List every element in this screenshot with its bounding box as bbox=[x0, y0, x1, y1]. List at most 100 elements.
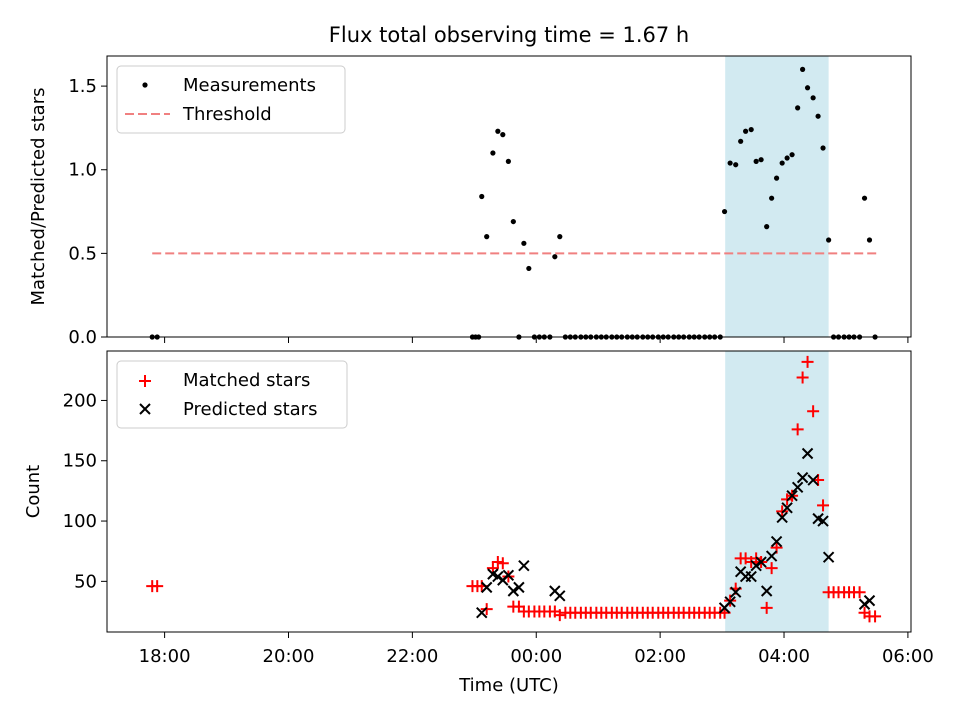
y-tick-label: 200 bbox=[63, 390, 97, 411]
legend-matched-label: Matched stars bbox=[183, 370, 310, 391]
predicted-star-point bbox=[745, 570, 757, 583]
measurement-point bbox=[733, 162, 739, 168]
y-tick-label: 0.0 bbox=[68, 327, 97, 348]
x-tick-label: 00:00 bbox=[510, 646, 562, 667]
x-axis-label: Time (UTC) bbox=[458, 675, 559, 696]
measurement-point bbox=[810, 95, 816, 101]
measurement-point bbox=[557, 234, 563, 240]
legend-predicted-marker bbox=[139, 403, 151, 415]
predicted-star-point bbox=[518, 559, 530, 572]
bottom-panel: 50 100 150 200 18:00 20:00 22:00 00:00 02:00 04:… bbox=[23, 350, 934, 696]
matched-star-point bbox=[765, 562, 778, 575]
predicted-star-point bbox=[796, 471, 809, 484]
y-tick-label: 1.0 bbox=[68, 160, 97, 181]
measurement-point bbox=[764, 224, 770, 230]
measurement-point bbox=[500, 132, 506, 138]
measurement-point bbox=[721, 208, 728, 215]
y-tick-label: 1.5 bbox=[68, 76, 97, 97]
predicted-star-point bbox=[513, 581, 525, 594]
matched-star-point bbox=[869, 610, 882, 623]
measurement-point bbox=[800, 66, 806, 72]
x-tick-label: 22:00 bbox=[386, 646, 438, 667]
predicted-star-point bbox=[476, 606, 488, 619]
legend-threshold-label: Threshold bbox=[182, 104, 272, 125]
matched-star-point bbox=[807, 405, 820, 418]
x-tick-label: 04:00 bbox=[758, 646, 810, 667]
matched-star-point bbox=[760, 601, 773, 614]
top-shaded-interval bbox=[725, 56, 829, 337]
measurement-point bbox=[758, 157, 764, 163]
matched-star-point bbox=[796, 371, 809, 384]
bottom-x-ticks: 18:00 20:00 22:00 00:00 02:00 04:00 06:00 bbox=[139, 632, 934, 667]
predicted-star-point bbox=[863, 594, 876, 607]
legend-measurement-marker bbox=[142, 82, 148, 88]
measurement-point bbox=[784, 155, 790, 161]
measurement-point bbox=[753, 158, 759, 164]
top-axes-frame bbox=[106, 55, 912, 338]
x-tick-label: 18:00 bbox=[139, 646, 191, 667]
predicted-star-point bbox=[770, 535, 783, 548]
top-legend: Measurements Threshold bbox=[116, 65, 346, 134]
legend-matched-marker bbox=[139, 375, 151, 387]
measurement-point bbox=[510, 218, 516, 225]
legend-measurements-label: Measurements bbox=[183, 75, 316, 96]
measurement-point bbox=[866, 237, 873, 243]
x-tick-label: 02:00 bbox=[634, 646, 686, 667]
matched-star-point bbox=[853, 586, 866, 599]
predicted-star-points bbox=[476, 447, 876, 619]
predicted-star-point bbox=[507, 585, 520, 597]
predicted-star-point bbox=[776, 511, 788, 524]
chart-title: Flux total observing time = 1.67 h bbox=[329, 23, 689, 47]
measurement-point bbox=[738, 138, 744, 144]
predicted-star-point bbox=[801, 447, 814, 460]
measurement-point bbox=[505, 158, 511, 164]
measurement-point bbox=[479, 193, 485, 200]
matched-star-point bbox=[817, 499, 830, 512]
predicted-star-point bbox=[781, 502, 793, 514]
predicted-star-point bbox=[765, 550, 778, 562]
predicted-star-point bbox=[760, 585, 773, 597]
measurement-point bbox=[779, 160, 785, 166]
measurement-point bbox=[484, 234, 490, 240]
measurement-point bbox=[495, 128, 501, 134]
top-y-ticks: 0.0 0.5 1.0 1.5 bbox=[68, 76, 107, 348]
bottom-axes-frame bbox=[106, 350, 912, 633]
measurement-point bbox=[521, 240, 527, 246]
matched-star-point bbox=[801, 355, 814, 368]
measurement-point bbox=[826, 237, 832, 243]
measurement-point bbox=[769, 195, 775, 201]
bottom-legend: Matched stars Predicted stars bbox=[116, 360, 348, 429]
predicted-star-point bbox=[729, 586, 742, 598]
top-x-ticks bbox=[164, 337, 909, 343]
top-panel: 0.0 0.5 1.0 1.5 Matched/Predicted stars Mea… bbox=[28, 55, 912, 348]
predicted-star-point bbox=[791, 481, 804, 493]
predicted-star-point bbox=[724, 596, 736, 608]
predicted-star-point bbox=[502, 569, 515, 582]
matched-star-point bbox=[791, 423, 804, 436]
bottom-shaded-interval bbox=[725, 351, 829, 632]
y-tick-label: 50 bbox=[74, 571, 97, 592]
predicted-star-point bbox=[822, 551, 835, 563]
x-tick-label: 06:00 bbox=[882, 646, 934, 667]
bottom-y-axis-label: Count bbox=[23, 465, 44, 518]
measurement-point bbox=[743, 128, 749, 134]
measurement-point bbox=[804, 85, 811, 91]
top-y-axis-label: Matched/Predicted stars bbox=[28, 88, 49, 306]
measurement-point bbox=[748, 126, 754, 133]
measurement-point bbox=[526, 265, 532, 272]
x-tick-label: 20:00 bbox=[263, 646, 315, 667]
measurement-point bbox=[795, 105, 801, 111]
measurement-point bbox=[820, 145, 826, 151]
measurement-point bbox=[861, 195, 868, 201]
predicted-star-point bbox=[807, 474, 819, 486]
predicted-star-point bbox=[554, 590, 566, 602]
y-tick-label: 0.5 bbox=[68, 243, 97, 264]
matched-star-point bbox=[151, 580, 164, 593]
measurement-point bbox=[552, 254, 558, 260]
predicted-star-point bbox=[786, 490, 798, 502]
bottom-y-ticks: 50 100 150 200 bbox=[63, 390, 107, 592]
measurement-point bbox=[727, 160, 733, 166]
y-tick-label: 150 bbox=[63, 451, 97, 472]
measurement-point bbox=[490, 150, 496, 156]
